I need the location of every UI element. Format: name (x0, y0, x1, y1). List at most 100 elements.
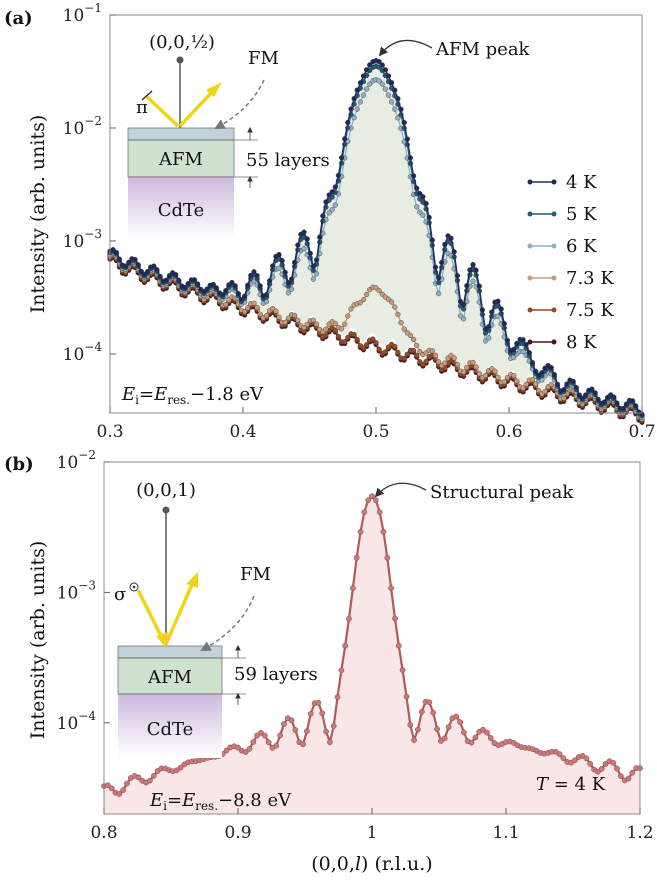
data-point (348, 306, 354, 312)
data-point (116, 791, 123, 797)
data-point (501, 379, 507, 385)
data-point (629, 769, 636, 776)
data-point (472, 734, 479, 741)
data-point (551, 372, 558, 378)
data-point (473, 267, 479, 273)
data-point (523, 381, 529, 388)
data-point (277, 732, 283, 739)
data-point (625, 775, 632, 782)
data-point (461, 369, 467, 375)
legend-label: 7.5 K (566, 300, 614, 321)
data-point (414, 204, 420, 210)
data-point (457, 298, 464, 305)
data-point (614, 765, 620, 772)
a-ytick-label: 10−3 (63, 227, 102, 252)
data-point (191, 277, 198, 283)
structural-peak-label: Structural peak (430, 482, 574, 503)
data-point (245, 282, 251, 288)
data-point (436, 359, 442, 365)
data-point (273, 742, 280, 749)
data-point (429, 348, 435, 354)
data-point (232, 283, 238, 289)
temperature-label-b: T = 4 K (536, 774, 606, 795)
data-point (285, 315, 292, 321)
data-point (332, 184, 338, 190)
data-point (320, 213, 326, 219)
cdte-layer-b (118, 694, 222, 758)
legend-marker (551, 243, 557, 249)
data-point (576, 392, 583, 398)
data-point (104, 782, 111, 789)
data-point (257, 283, 263, 289)
legend-marker (527, 307, 533, 313)
data-point (457, 719, 463, 725)
data-point (476, 283, 482, 289)
data-point (334, 694, 341, 700)
data-point (348, 106, 354, 112)
data-point (282, 269, 288, 276)
data-point (392, 106, 398, 112)
b-ytick-label: 10−2 (57, 448, 96, 473)
data-point (614, 400, 620, 406)
data-point (411, 737, 417, 743)
panel-b-fill (104, 496, 640, 814)
data-point (556, 751, 563, 757)
data-point (532, 368, 539, 374)
data-point (404, 351, 410, 357)
data-point (401, 326, 407, 332)
data-point (254, 273, 260, 279)
data-point (417, 209, 423, 215)
data-point (357, 300, 364, 306)
data-point (423, 358, 429, 365)
data-point (154, 267, 160, 273)
legend-marker (551, 307, 557, 313)
afm-peak-fill (110, 60, 642, 415)
data-point (389, 99, 395, 105)
data-point (520, 349, 526, 355)
data-point (473, 364, 479, 370)
data-point (176, 277, 182, 284)
legend-label: 6 K (566, 236, 597, 257)
b-xtick-label: 1 (367, 823, 378, 843)
data-point (151, 263, 157, 269)
data-point (442, 241, 448, 248)
b-xtick-label: 0.8 (90, 823, 117, 843)
legend-marker (551, 339, 557, 345)
data-point (454, 362, 461, 368)
data-point (323, 326, 329, 332)
energy-label-b: Ei=Eres.−8.8 eV (149, 790, 292, 813)
cdte-label-b: CdTe (147, 719, 194, 740)
legend-label: 7.3 K (566, 268, 614, 289)
data-point (392, 87, 398, 93)
data-point (301, 229, 307, 235)
data-point (461, 306, 467, 312)
b-xtick-label: 0.9 (224, 823, 251, 843)
data-point (601, 399, 608, 405)
data-point (367, 81, 373, 87)
data-point (532, 381, 539, 387)
data-point (514, 378, 520, 384)
data-point (263, 312, 270, 319)
panel-b-xticks: 0.8 0.9 1 1.1 1.2 (90, 808, 654, 843)
data-point (407, 722, 414, 728)
data-point (163, 277, 169, 283)
data-point (542, 388, 548, 395)
data-point (379, 62, 385, 68)
data-point (313, 321, 320, 327)
data-point (426, 699, 433, 706)
data-point (364, 291, 370, 298)
data-point (461, 301, 467, 308)
data-point (398, 320, 404, 326)
data-point (279, 258, 285, 264)
data-point (124, 780, 130, 787)
data-point (288, 276, 295, 282)
data-point (376, 509, 383, 516)
data-point (364, 342, 370, 348)
data-point (295, 242, 301, 248)
data-point (484, 729, 490, 736)
data-point (364, 86, 370, 92)
data-point (620, 405, 626, 412)
data-point (401, 119, 407, 126)
panel-a-legend: 4 K 5 K 6 K 7.3 K 7.5 K 8 K (527, 172, 614, 353)
data-point (414, 342, 420, 349)
